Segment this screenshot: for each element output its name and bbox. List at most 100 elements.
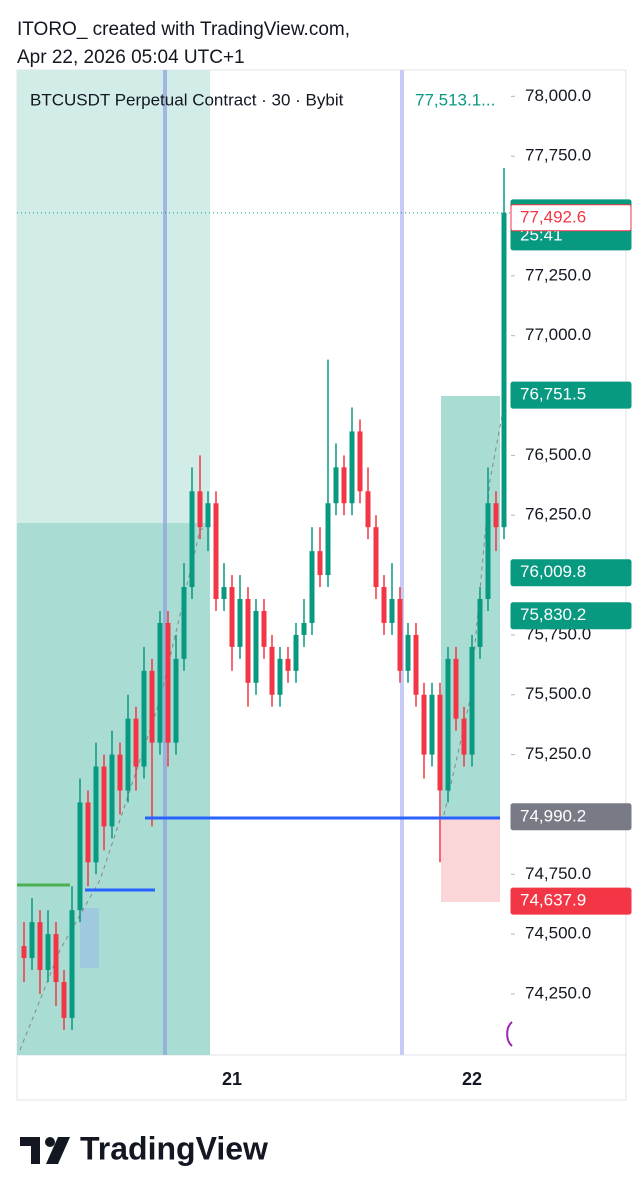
candle-body	[485, 503, 491, 600]
price-label-box	[510, 559, 632, 587]
y-tick-label: 77,750.0	[525, 146, 591, 165]
candle-body	[45, 934, 51, 971]
header-line: ITORO_ created with TradingView.com,	[17, 19, 350, 40]
header-line: Apr 22, 2026 05:04 UTC+1	[17, 47, 245, 68]
y-tick-label: 74,250.0	[525, 983, 591, 1002]
candle-body	[461, 718, 467, 755]
candle-body	[293, 634, 299, 671]
price-label: 77,492.6	[520, 207, 586, 226]
candle-body	[197, 491, 203, 528]
candle-body	[397, 599, 403, 671]
candle-body	[101, 766, 107, 827]
candle-body	[277, 658, 283, 695]
candle-body	[53, 934, 59, 982]
candle-body	[421, 694, 427, 755]
candle-body	[173, 658, 179, 743]
candle-body	[477, 599, 483, 647]
price-label: 75,830.2	[520, 605, 586, 624]
candle-body	[317, 551, 323, 576]
candle-body	[501, 212, 507, 528]
candle-body	[125, 718, 131, 791]
candle-body	[149, 670, 155, 743]
brand: TradingView	[80, 1130, 268, 1166]
candle-body	[325, 503, 331, 576]
candle-body	[349, 431, 355, 504]
candle-body	[429, 694, 435, 755]
candle-body	[109, 754, 115, 827]
zone	[17, 70, 210, 523]
price-label-box	[510, 602, 632, 630]
candle-body	[269, 646, 275, 695]
candle-body	[85, 802, 91, 863]
candle-body	[309, 551, 315, 623]
candle-body	[61, 981, 67, 1018]
candle-body	[37, 922, 43, 971]
candle-body	[21, 946, 27, 959]
y-tick-label: 78,000.0	[525, 86, 591, 105]
candle-body	[221, 587, 227, 600]
candle-body	[469, 646, 475, 755]
candles	[17, 168, 510, 1030]
legend-symbol: BTCUSDT Perpetual Contract · 30 · Bybit	[30, 90, 344, 109]
candle-body	[453, 658, 459, 719]
price-label: 74,990.2	[520, 806, 586, 825]
y-tick-label: 74,500.0	[525, 924, 591, 943]
y-tick-label: 77,250.0	[525, 265, 591, 284]
logo	[20, 1137, 70, 1164]
x-tick-label: 22	[462, 1069, 482, 1089]
y-tick-label: 77,000.0	[525, 325, 591, 344]
candle-body	[141, 670, 147, 767]
candle-body	[357, 431, 363, 492]
candle-body	[389, 599, 395, 623]
price-label-box	[510, 204, 632, 232]
candle-body	[333, 467, 339, 504]
x-tick-label: 21	[222, 1069, 242, 1089]
candle-body	[285, 658, 291, 671]
candle-body	[373, 527, 379, 588]
price-label-box	[510, 887, 632, 915]
candle-body	[341, 467, 347, 504]
candle-body	[405, 634, 411, 671]
candle-body	[77, 802, 83, 911]
candle-body	[165, 622, 171, 743]
price-axis: 78,000.0 77,750.0 77,250.0 77,000.0 76,500.0…	[510, 86, 632, 1002]
candle-body	[381, 587, 387, 623]
candle-body	[229, 587, 235, 647]
zone	[80, 908, 99, 968]
price-label: 76,751.5	[520, 385, 586, 404]
candle-body	[253, 610, 259, 683]
projection-line	[443, 399, 506, 816]
candle-body	[93, 766, 99, 863]
legend-last: 77,513.1...	[415, 90, 495, 109]
candle-body	[181, 587, 187, 659]
y-tick-label: 75,500.0	[525, 684, 591, 703]
candle-body	[117, 754, 123, 791]
candle-body	[365, 491, 371, 528]
candle-body	[245, 599, 251, 683]
candle-body	[189, 491, 195, 588]
price-label: 74,637.9	[520, 891, 586, 910]
candle-body	[133, 718, 139, 767]
candle-body	[237, 599, 243, 647]
price-label-box	[510, 803, 632, 831]
candle-body	[445, 658, 451, 791]
candle-body	[157, 622, 163, 743]
candle-body	[69, 910, 75, 1018]
zone	[441, 818, 500, 902]
icon	[506, 1021, 513, 1047]
candle-body	[301, 622, 307, 635]
candle-body	[261, 610, 267, 647]
candle-body	[213, 503, 219, 600]
candle-body	[493, 503, 499, 528]
candle-body	[29, 922, 35, 959]
y-tick-label: 76,500.0	[525, 445, 591, 464]
candle-body	[437, 694, 443, 791]
price-label: 76,009.8	[520, 562, 586, 581]
candle-body	[413, 634, 419, 695]
price-label-box	[510, 381, 632, 409]
candle-body	[205, 503, 211, 528]
y-tick-label: 76,250.0	[525, 505, 591, 524]
y-tick-label: 75,250.0	[525, 744, 591, 763]
y-tick-label: 74,750.0	[525, 864, 591, 883]
